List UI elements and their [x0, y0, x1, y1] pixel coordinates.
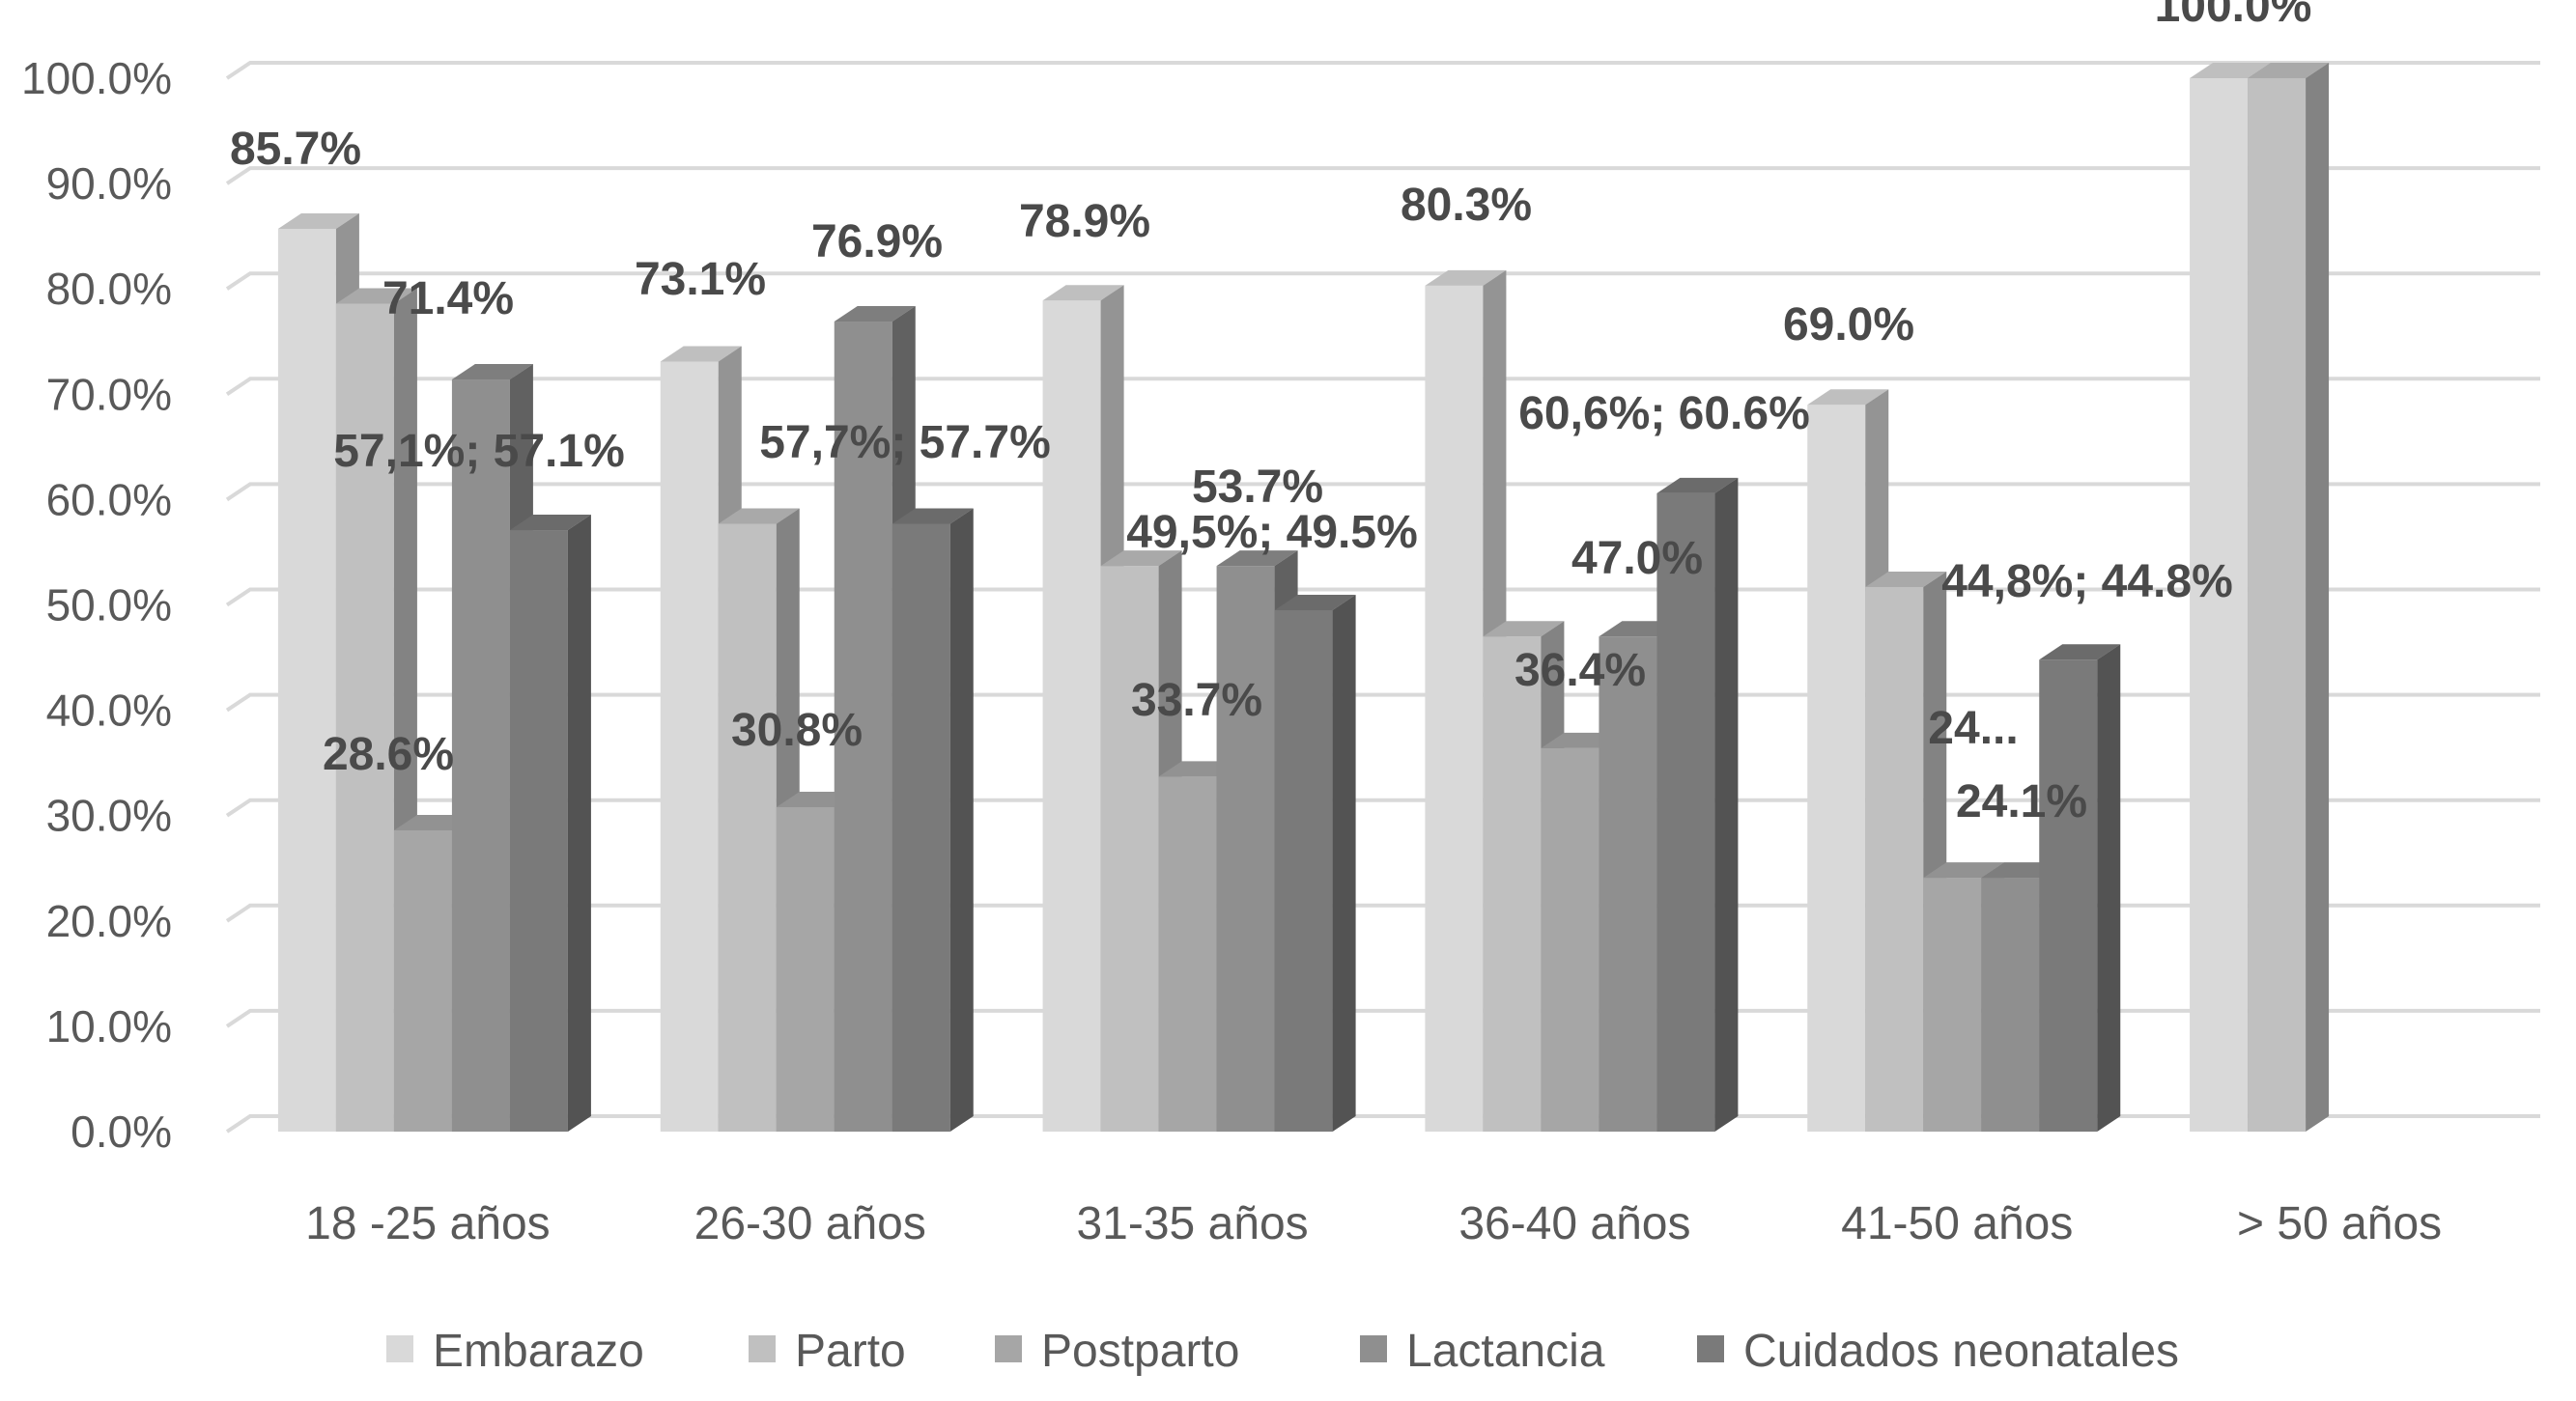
y-tick-label: 30.0%: [46, 791, 172, 841]
legend-swatch: [1697, 1335, 1724, 1362]
data-label: 57,1%; 57.1%: [333, 426, 625, 477]
y-tick-label: 40.0%: [46, 686, 172, 736]
bar: [1656, 477, 1739, 1132]
gridline: [225, 587, 2540, 607]
data-label: 80.3%: [1401, 180, 1532, 231]
y-tick-label: 70.0%: [46, 369, 172, 419]
y-axis-ticks: 0.0% 10.0% 20.0% 30.0% 40.0% 50.0% 60.0% 70.0% 8…: [21, 53, 172, 1157]
data-label: 28.6%: [323, 729, 454, 780]
legend: Embarazo Parto Postparto Lactancia Cuidados …: [386, 1326, 2179, 1377]
data-label: 69.0%: [1783, 299, 1914, 350]
gridline: [225, 692, 2540, 713]
gridline: [225, 61, 2540, 80]
data-label: 57,7%; 57.7%: [759, 417, 1051, 468]
legend-swatch: [386, 1335, 413, 1362]
data-label: 36.4%: [1514, 645, 1646, 696]
bar: [892, 508, 974, 1132]
x-category-label: 18 -25 años: [305, 1198, 551, 1249]
data-label: 24...: [1928, 703, 2018, 754]
legend-item: Postparto: [995, 1326, 1239, 1377]
gridline: [225, 377, 2540, 396]
y-tick-label: 0.0%: [71, 1107, 172, 1157]
y-tick-label: 60.0%: [46, 474, 172, 524]
x-category-label: 31-35 años: [1076, 1198, 1308, 1249]
data-label: 30.8%: [731, 705, 863, 756]
gridline: [225, 903, 2540, 923]
data-label: 47.0%: [1571, 533, 1703, 584]
gridline: [225, 1114, 2540, 1134]
bar: [2039, 644, 2121, 1132]
legend-label: Parto: [795, 1326, 906, 1377]
bar: [1865, 571, 1947, 1132]
data-label: 76.9%: [811, 216, 943, 267]
legend-swatch: [749, 1335, 776, 1362]
legend-item: Lactancia: [1360, 1326, 1605, 1377]
y-tick-label: 50.0%: [46, 580, 172, 630]
data-label: 71.4%: [382, 273, 514, 324]
data-label: 100.0%: [2155, 0, 2312, 32]
bar: [509, 515, 591, 1132]
gridline: [225, 482, 2540, 502]
data-label: 53.7%: [1192, 462, 1323, 513]
legend-item: Embarazo: [386, 1326, 644, 1377]
legend-swatch: [1360, 1335, 1387, 1362]
legend-label: Embarazo: [433, 1326, 644, 1377]
data-labels: 85.7% 71.4% 57,1%; 57.1% 28.6% 73.1% 76.9% 57,…: [230, 0, 2311, 827]
y-tick-label: 80.0%: [46, 264, 172, 314]
bars: [277, 63, 2330, 1133]
legend-swatch: [995, 1335, 1022, 1362]
x-category-label: 36-40 años: [1458, 1198, 1690, 1249]
y-tick-label: 20.0%: [46, 896, 172, 946]
legend-label: Postparto: [1041, 1326, 1239, 1377]
data-label: 33.7%: [1131, 675, 1262, 726]
gridline: [225, 271, 2540, 291]
y-tick-label: 10.0%: [46, 1001, 172, 1051]
x-axis-categories: 18 -25 años 26-30 años 31-35 años 36-40 año…: [305, 1198, 2442, 1249]
data-label: 60,6%; 60.6%: [1518, 388, 1810, 439]
y-tick-label: 100.0%: [21, 53, 172, 103]
gridline: [225, 166, 2540, 185]
legend-item: Cuidados neonatales: [1697, 1326, 2179, 1377]
legend-label: Cuidados neonatales: [1743, 1326, 2179, 1377]
data-label: 73.1%: [635, 254, 766, 305]
data-label: 24.1%: [1956, 776, 2087, 827]
bar: [1274, 594, 1356, 1132]
data-label: 78.9%: [1019, 196, 1150, 247]
x-category-label: > 50 años: [2237, 1198, 2442, 1249]
gridlines: [225, 61, 2540, 1134]
legend-item: Parto: [749, 1326, 906, 1377]
bar: [2248, 63, 2330, 1132]
gridline: [225, 798, 2540, 818]
legend-label: Lactancia: [1406, 1326, 1605, 1377]
data-label: 44,8%; 44.8%: [1941, 556, 2233, 607]
x-category-label: 26-30 años: [694, 1198, 926, 1249]
data-label: 49,5%; 49.5%: [1126, 507, 1418, 558]
data-label: 85.7%: [230, 124, 361, 175]
gridline: [225, 1008, 2540, 1028]
y-tick-label: 90.0%: [46, 158, 172, 209]
x-category-label: 41-50 años: [1841, 1198, 2073, 1249]
